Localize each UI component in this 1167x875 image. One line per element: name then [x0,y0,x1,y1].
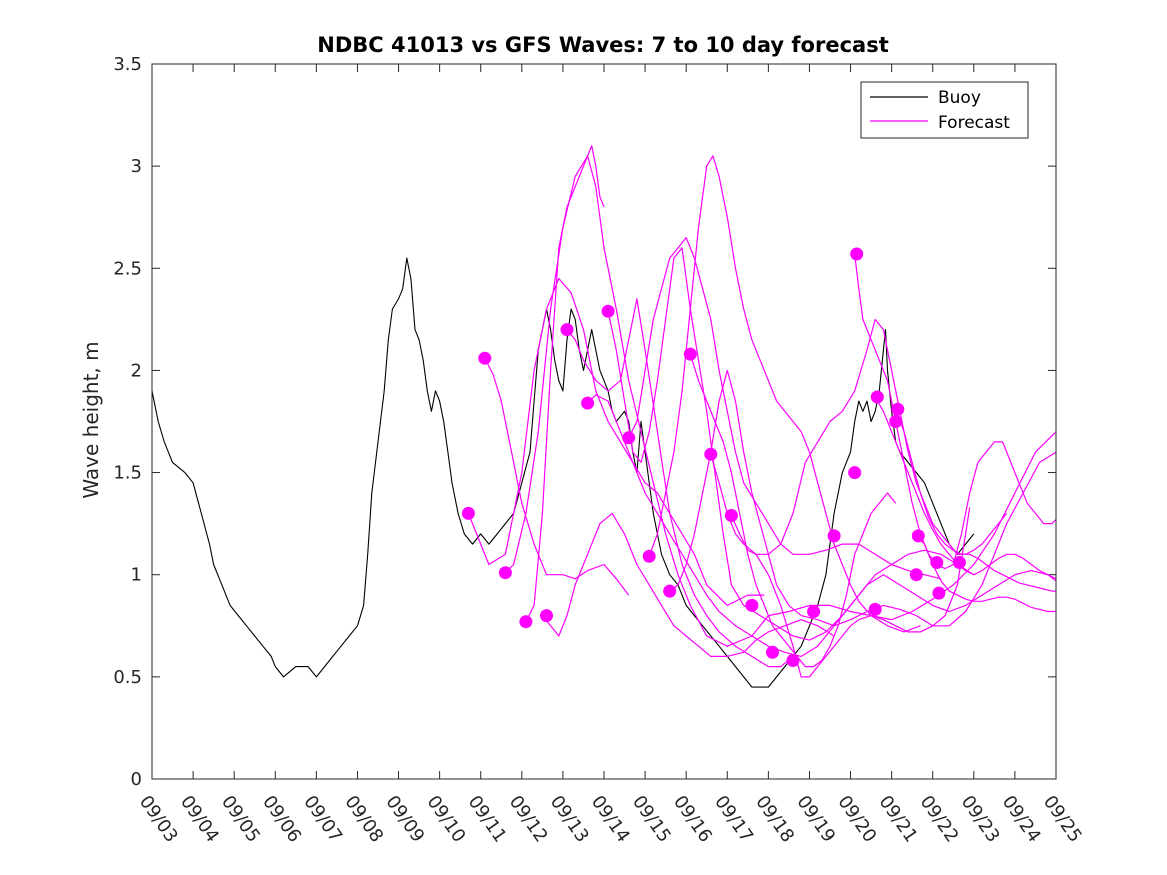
x-tick-label: 09/23 [957,792,1004,847]
forecast-marker [827,529,841,543]
y-tick-label: 0.5 [113,667,142,688]
y-tick-label: 3.5 [113,54,142,75]
x-tick-label: 09/12 [505,792,552,847]
forecast-line [895,408,1056,592]
x-tick-label: 09/06 [258,792,305,847]
forecast-marker [870,390,884,404]
legend-box [860,81,1029,139]
x-tick-label: 09/16 [669,792,716,847]
x-tick-label: 09/19 [792,792,839,847]
chart-title: NDBC 41013 vs GFS Waves: 7 to 10 day for… [317,33,888,57]
forecast-line [689,353,897,668]
y-tick-label: 2 [131,360,142,381]
x-tick-label: 09/20 [833,792,880,847]
x-tick-label: 09/24 [998,792,1045,847]
x-tick-label: 09/03 [135,792,182,847]
forecast-marker [601,304,615,318]
plot-frame [151,63,1057,780]
forecast-line [541,512,835,657]
forecast-line [710,454,971,678]
forecast-line [628,237,942,580]
forecast-marker [766,645,779,659]
forecast-marker [642,549,656,563]
forecast-marker [498,566,512,580]
forecast-line [915,535,1056,613]
forecast-marker [891,402,905,416]
forecast-marker [683,347,697,361]
legend-forecast-label: Forecast [938,113,1010,133]
forecast-marker [704,447,718,461]
forecast-marker [868,602,882,616]
forecast-marker [932,586,946,600]
y-axis-label: Wave height, m [79,341,103,498]
plot-background [152,64,1056,779]
forecast-marker [519,615,533,629]
forecast-markers [461,247,966,667]
forecast-marker [663,584,677,598]
forecast-marker [850,247,864,261]
x-tick-label: 09/21 [875,792,922,847]
forecast-line [854,253,1057,570]
x-tick-label: 09/15 [628,792,675,847]
forecast-marker [560,323,574,337]
forecast-line [484,357,630,596]
forecast-marker [745,598,759,612]
y-tick-label: 2.5 [113,258,142,279]
forecast-line [566,298,794,668]
x-tick-label: 09/05 [217,792,264,847]
legend: Buoy Forecast [860,81,1029,139]
x-tick-label: 09/11 [464,792,511,847]
x-tick-label: 09/07 [299,792,346,847]
x-tick-label: 09/09 [381,792,428,847]
x-tick-label: 09/17 [710,792,757,847]
forecast-line [669,369,1057,627]
x-tick-label: 09/10 [423,792,470,847]
x-tick-label: 09/08 [340,792,387,847]
x-tick-label: 09/14 [587,792,634,847]
buoy-line [151,257,975,688]
forecast-line [730,318,1008,555]
forecast-line [467,277,765,606]
forecast-marker [807,605,821,618]
buoy-series [151,257,975,688]
forecast-marker [540,609,553,623]
forecast-line [525,145,605,622]
x-tick-label: 09/04 [176,792,223,847]
y-tick-label: 1 [131,565,142,586]
forecast-line [587,394,1057,657]
x-tick-label: 09/18 [751,792,798,847]
forecast-marker [622,431,636,445]
forecast-marker [952,556,966,569]
forecast-marker [581,396,595,410]
x-tick-label: 09/22 [916,792,963,847]
forecast-marker [911,529,925,543]
forecast-series [467,145,1057,678]
forecast-marker [461,506,475,520]
forecast-line [874,396,1057,582]
forecast-marker [848,466,862,480]
forecast-line [648,155,921,633]
forecast-marker [930,556,944,569]
y-tick-label: 3 [131,156,142,177]
forecast-marker [889,415,903,428]
forecast-marker [478,351,492,365]
x-tick-label: 09/13 [546,792,593,847]
y-tick-label: 0 [131,769,142,790]
forecast-marker [909,568,923,582]
legend-buoy-label: Buoy [938,88,981,108]
y-tick-label: 1.5 [113,463,142,484]
forecast-marker [786,654,800,667]
forecast-marker [724,509,738,522]
plot-area [152,64,1056,779]
x-tick-label: 09/25 [1039,792,1086,847]
